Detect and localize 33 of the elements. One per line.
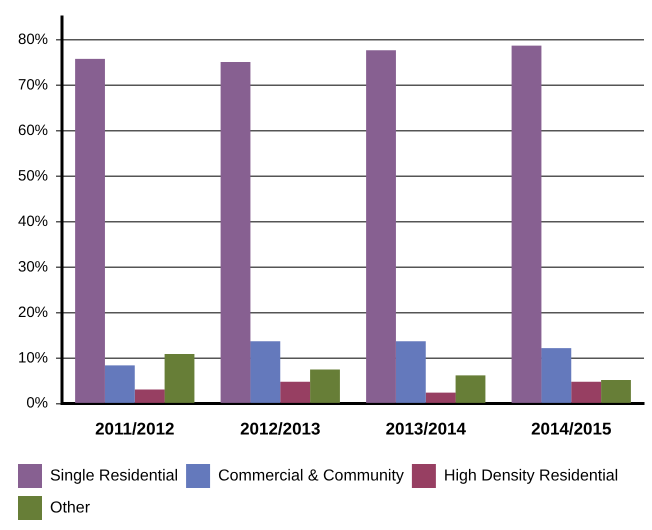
bar bbox=[164, 354, 194, 403]
y-tick-label: 50% bbox=[18, 167, 48, 184]
x-tick-label: 2013/2014 bbox=[386, 419, 466, 438]
legend-label: Other bbox=[50, 499, 91, 516]
y-tick-label: 30% bbox=[18, 258, 48, 276]
bar bbox=[134, 390, 165, 403]
x-tick-label: 2011/2012 bbox=[95, 419, 174, 438]
bar bbox=[571, 382, 602, 403]
y-tick-label: 80% bbox=[18, 30, 48, 48]
bar bbox=[396, 341, 426, 403]
x-tick-label: 2012/2013 bbox=[240, 419, 320, 438]
y-tick-label: 0% bbox=[26, 394, 48, 412]
y-tick-label: 40% bbox=[18, 212, 48, 230]
legend-label: Single Residential bbox=[50, 467, 178, 484]
bar bbox=[280, 382, 310, 403]
y-tick-label: 20% bbox=[18, 304, 48, 321]
bar bbox=[75, 58, 105, 403]
bar bbox=[104, 365, 135, 403]
legend-label: Commercial & Community bbox=[218, 467, 404, 484]
y-tick-label: 60% bbox=[18, 122, 48, 139]
bar bbox=[250, 341, 280, 403]
bar bbox=[601, 380, 631, 403]
bar bbox=[541, 348, 572, 403]
bar bbox=[426, 392, 456, 403]
bar bbox=[220, 62, 250, 403]
bar bbox=[366, 50, 396, 403]
x-tick-label: 2014/2015 bbox=[531, 419, 612, 438]
bar bbox=[512, 46, 542, 403]
y-tick-label: 70% bbox=[18, 76, 48, 94]
bar bbox=[310, 369, 340, 403]
bar bbox=[456, 375, 486, 403]
y-tick-label: 10% bbox=[18, 349, 48, 366]
legend-label: High Density Residential bbox=[444, 467, 618, 484]
